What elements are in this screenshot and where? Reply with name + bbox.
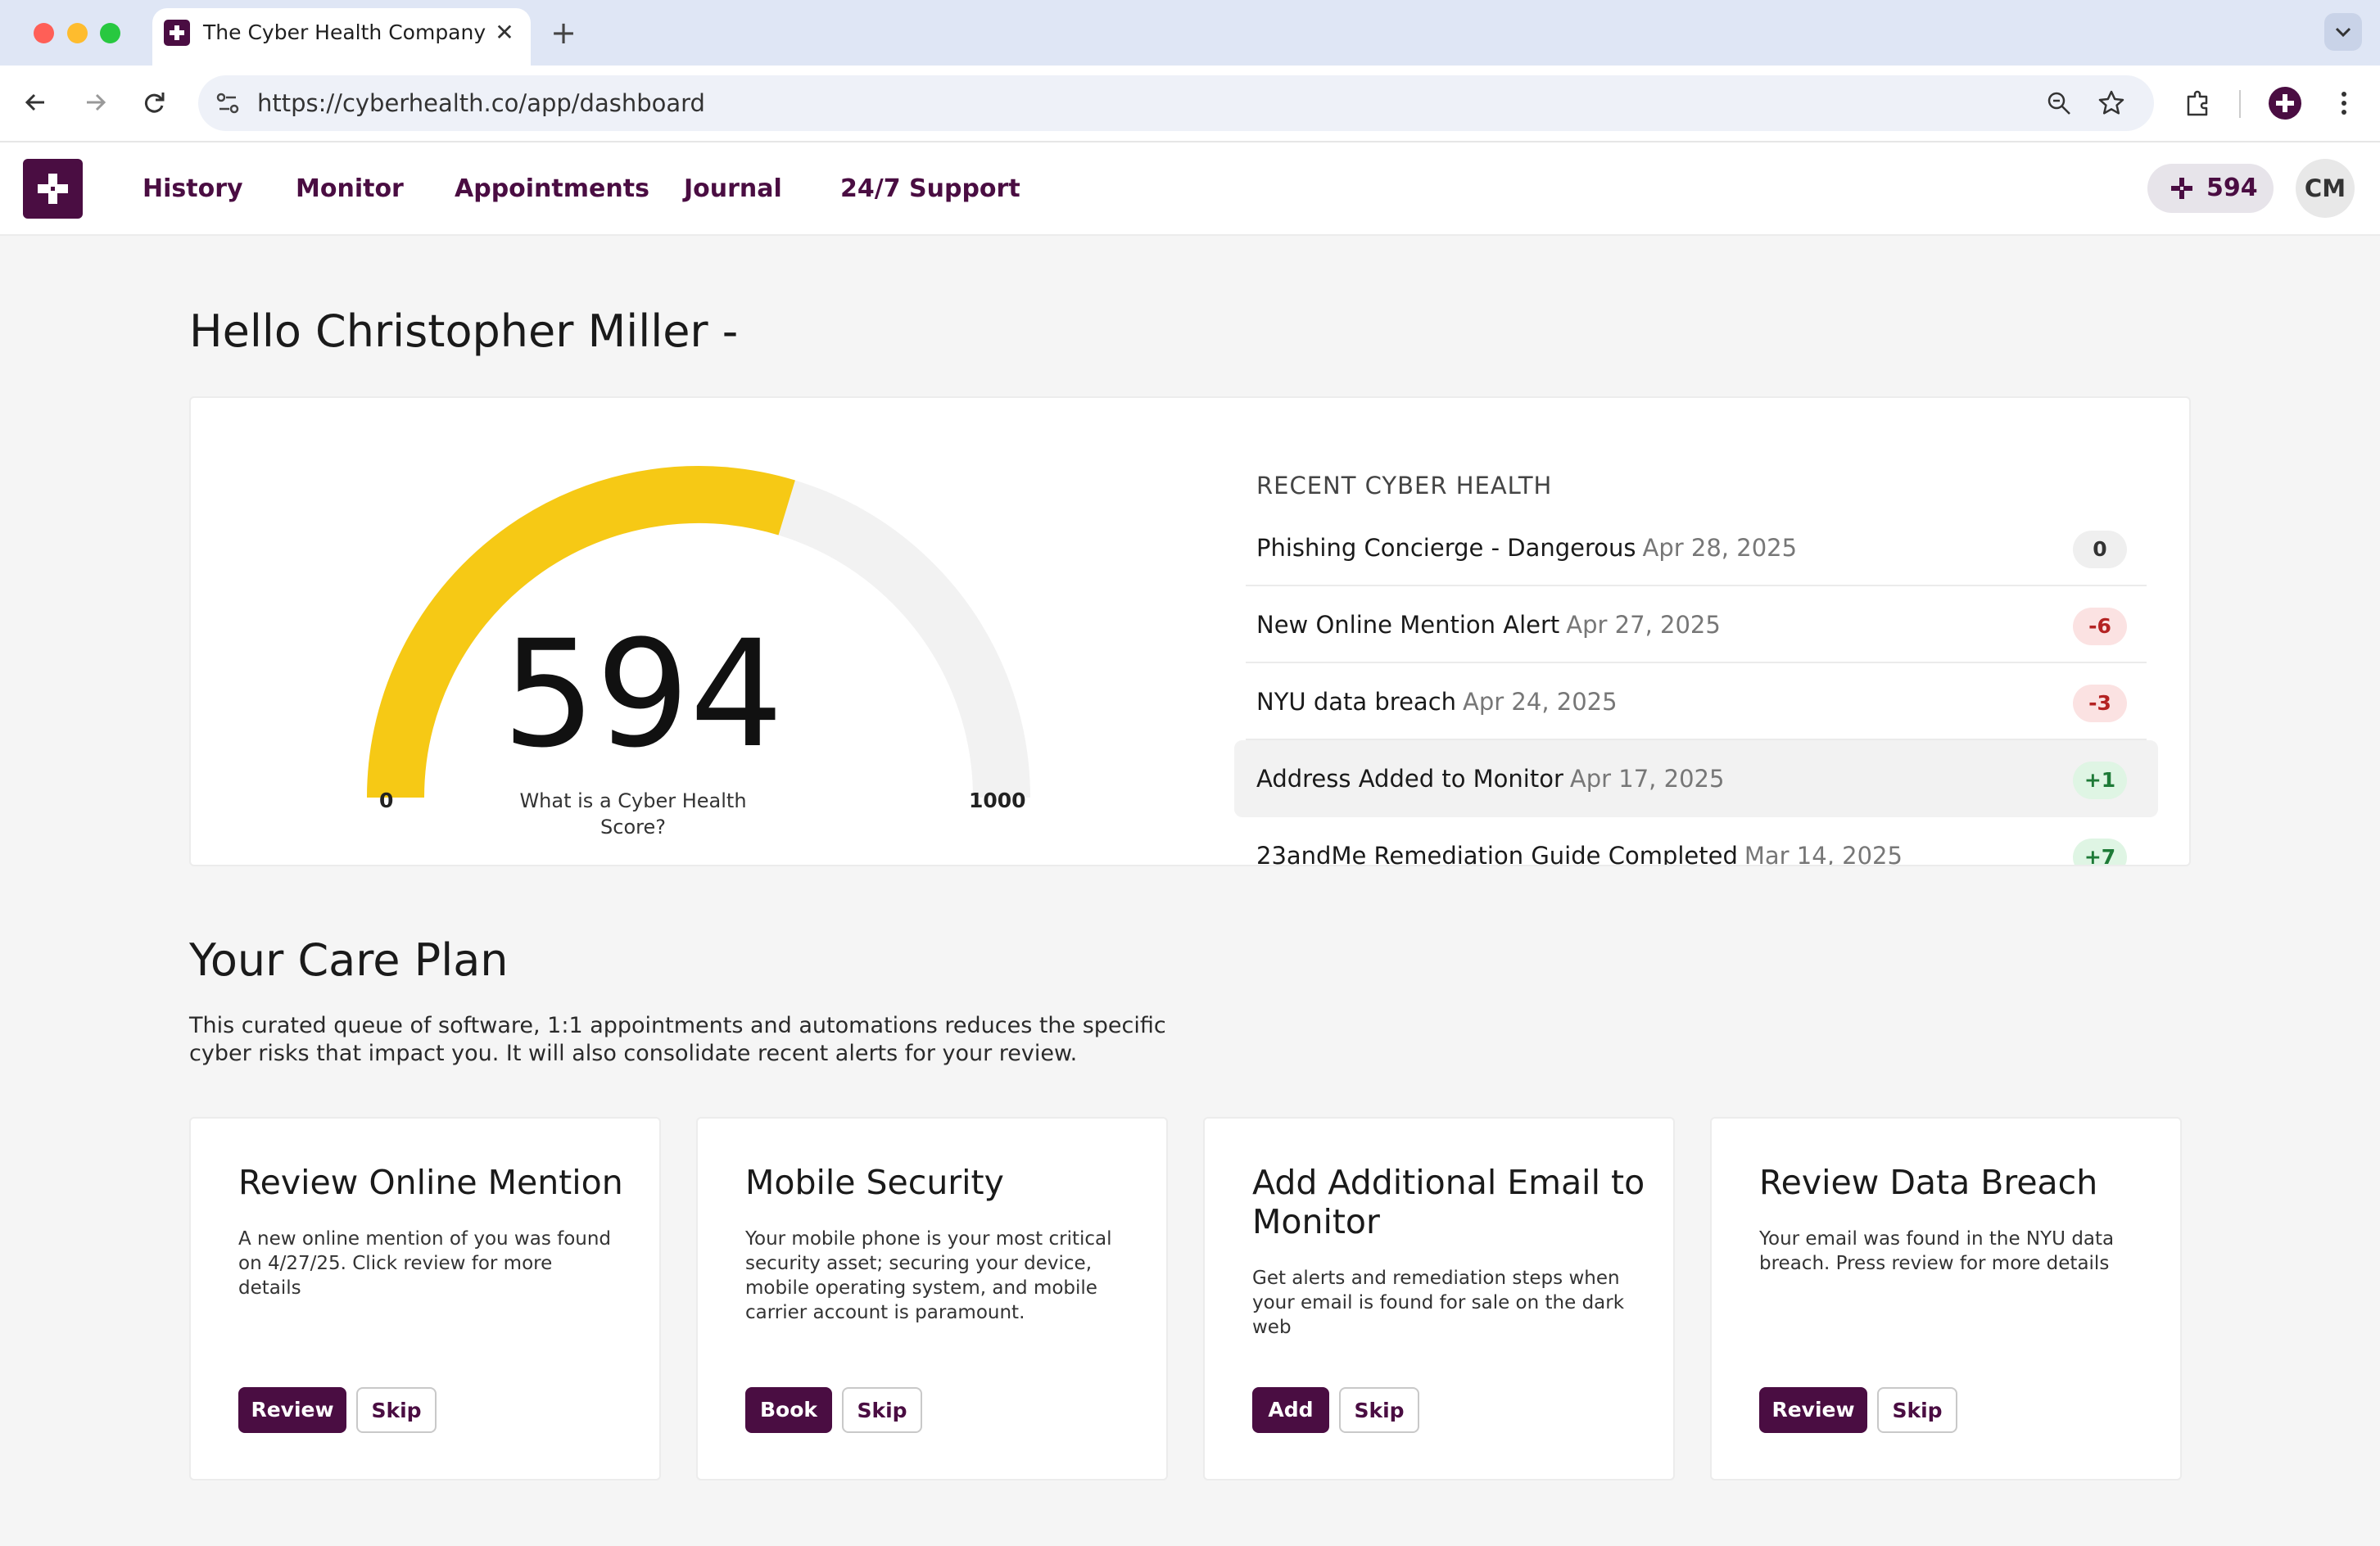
bookmark-star-icon[interactable] <box>2095 87 2128 120</box>
recent-item-date: Apr 17, 2025 <box>1569 765 1725 793</box>
cross-logo-icon <box>38 174 68 204</box>
care-card-title: Review Data Breach <box>1759 1163 2098 1202</box>
forward-button[interactable] <box>77 84 113 120</box>
care-card: Review Online Mention A new online menti… <box>189 1117 661 1480</box>
recent-list: Phishing Concierge - Dangerous Apr 28, 20… <box>1234 509 2158 866</box>
score-delta-badge: 0 <box>2073 531 2127 568</box>
chevron-down-icon <box>2335 27 2351 38</box>
care-card-body: Your mobile phone is your most critical … <box>745 1228 1112 1323</box>
nav-journal[interactable]: Journal <box>684 174 782 203</box>
tab-title: The Cyber Health Company <box>203 20 486 44</box>
recent-title: RECENT CYBER HEALTH <box>1256 472 1553 500</box>
recent-item[interactable]: New Online Mention Alert Apr 27, 2025 -6 <box>1246 586 2147 663</box>
score-delta-badge: +7 <box>2073 839 2127 865</box>
recent-item[interactable]: Phishing Concierge - Dangerous Apr 28, 20… <box>1246 509 2147 586</box>
extensions-icon[interactable] <box>2180 85 2216 121</box>
url-text[interactable]: https://cyberhealth.co/app/dashboard <box>257 89 705 117</box>
address-bar[interactable]: https://cyberhealth.co/app/dashboard <box>198 75 2154 131</box>
care-card-title: Review Online Mention <box>238 1163 623 1202</box>
score-pill-value: 594 <box>2206 174 2258 202</box>
recent-item-date: Mar 14, 2025 <box>1744 842 1903 866</box>
page-title: Hello Christopher Miller - <box>189 305 739 357</box>
care-card: Mobile Security Your mobile phone is you… <box>696 1117 1168 1480</box>
arrow-left-icon <box>25 93 44 111</box>
score-delta-badge: +1 <box>2073 762 2127 799</box>
skip-button[interactable]: Skip <box>842 1387 922 1433</box>
recent-item-date: Apr 28, 2025 <box>1642 534 1798 562</box>
site-settings-icon[interactable] <box>211 87 244 120</box>
score-value: 594 <box>502 609 784 780</box>
score-pill[interactable]: 594 <box>2147 164 2274 213</box>
recent-item[interactable]: Address Added to Monitor Apr 17, 2025 +1 <box>1234 740 2158 817</box>
care-plan-description: This curated queue of software, 1:1 appo… <box>189 1013 1166 1066</box>
care-card-body: A new online mention of you was found on… <box>238 1228 612 1299</box>
score-delta-badge: -3 <box>2073 685 2127 722</box>
gauge-max-label: 1000 <box>969 789 1026 812</box>
review-button[interactable]: Review <box>238 1387 346 1433</box>
care-card: Review Data Breach Your email was found … <box>1710 1117 2182 1480</box>
back-button[interactable] <box>18 84 54 120</box>
browser-tab-bar: The Cyber Health Company ✕ + <box>0 0 2380 66</box>
minimize-window-button[interactable] <box>67 23 88 43</box>
arrow-right-icon <box>87 93 106 111</box>
toolbar-divider <box>2239 90 2241 118</box>
browser-toolbar: https://cyberhealth.co/app/dashboard <box>0 66 2380 142</box>
nav-support[interactable]: 24/7 Support <box>840 174 1020 203</box>
close-window-button[interactable] <box>34 23 54 43</box>
care-plan-title: Your Care Plan <box>189 934 509 986</box>
app-header: History Monitor Appointments Journal 24/… <box>0 142 2380 236</box>
favicon-icon <box>164 20 190 46</box>
book-button[interactable]: Book <box>745 1387 832 1433</box>
recent-item[interactable]: 23andMe Remediation Guide Completed Mar 1… <box>1246 817 2147 866</box>
gauge-fill <box>367 465 795 798</box>
recent-item-label: NYU data breach <box>1256 688 1457 716</box>
skip-button[interactable]: Skip <box>356 1387 437 1433</box>
gauge-min-label: 0 <box>379 789 394 812</box>
nav-appointments[interactable]: Appointments <box>455 174 649 203</box>
care-card: Add Additional Email to Monitor Get aler… <box>1203 1117 1675 1480</box>
score-delta-badge: -6 <box>2073 608 2127 645</box>
skip-button[interactable]: Skip <box>1339 1387 1419 1433</box>
profile-icon[interactable] <box>2267 85 2303 121</box>
recent-item-label: New Online Mention Alert <box>1256 611 1560 639</box>
add-button[interactable]: Add <box>1252 1387 1329 1433</box>
brand-logo[interactable] <box>23 159 83 219</box>
care-card-body: Your email was found in the NYU data bre… <box>1759 1228 2115 1274</box>
close-tab-icon[interactable]: ✕ <box>495 19 514 46</box>
reload-button[interactable] <box>136 84 172 120</box>
recent-item-date: Apr 24, 2025 <box>1463 688 1618 716</box>
score-info-link[interactable]: What is a Cyber Health Score? <box>519 789 747 839</box>
reload-icon <box>144 93 165 113</box>
care-card-title: Add Additional Email to Monitor <box>1252 1163 1645 1241</box>
new-tab-button[interactable]: + <box>550 15 577 51</box>
nav-history[interactable]: History <box>143 174 243 203</box>
review-button[interactable]: Review <box>1759 1387 1867 1433</box>
avatar[interactable]: CM <box>2296 159 2355 218</box>
recent-item-label: 23andMe Remediation Guide Completed <box>1256 842 1738 866</box>
care-card-title: Mobile Security <box>745 1163 1004 1202</box>
tab-search-button[interactable] <box>2324 13 2362 51</box>
maximize-window-button[interactable] <box>100 23 120 43</box>
cyber-health-gauge <box>367 465 1030 798</box>
recent-item-label: Address Added to Monitor <box>1256 765 1563 793</box>
cross-icon <box>2171 178 2192 199</box>
recent-item-date: Apr 27, 2025 <box>1566 611 1721 639</box>
browser-tab[interactable]: The Cyber Health Company ✕ <box>152 8 531 66</box>
nav-monitor[interactable]: Monitor <box>296 174 404 203</box>
recent-item[interactable]: NYU data breach Apr 24, 2025 -3 <box>1246 663 2147 740</box>
care-card-body: Get alerts and remediation steps when yo… <box>1252 1268 1625 1338</box>
score-card: 594 What is a Cyber Health Score? 0 1000… <box>189 396 2191 866</box>
recent-item-label: Phishing Concierge - Dangerous <box>1256 534 1636 562</box>
skip-button[interactable]: Skip <box>1877 1387 1957 1433</box>
zoom-icon[interactable] <box>2043 87 2075 120</box>
browser-menu-icon[interactable] <box>2326 85 2362 121</box>
